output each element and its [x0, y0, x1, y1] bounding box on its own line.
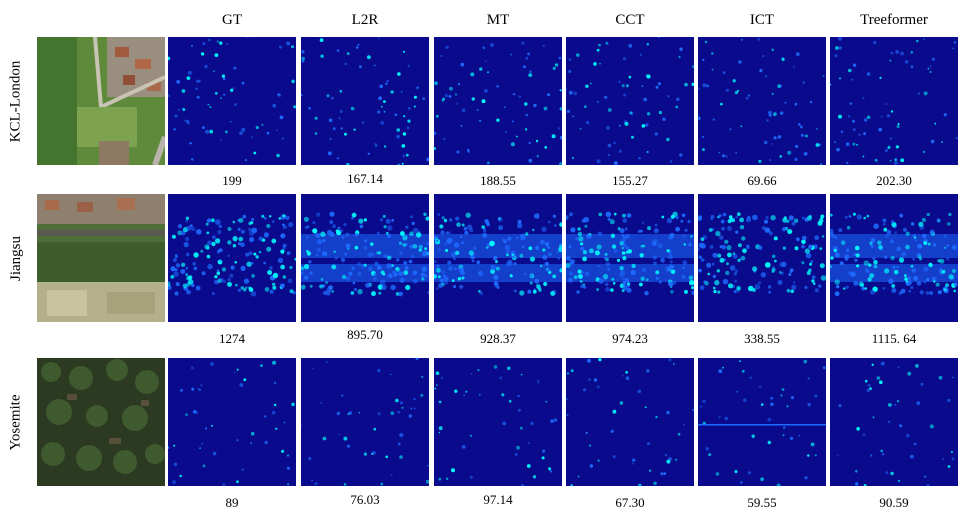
count-yosemite-l2r: 76.03 [350, 492, 380, 507]
density-map-yosemite-treeformer [830, 358, 958, 486]
satellite-image-yosemite [37, 358, 165, 486]
density-map-jiangsu-cct [566, 194, 694, 322]
row-label-yosemite: Yosemite [7, 394, 24, 450]
density-map-yosemite-cct [566, 358, 694, 486]
row-label-jiangsu: Jiangsu [7, 235, 24, 281]
density-map-yosemite-ict [698, 358, 826, 486]
count-jiangsu-ict: 338.55 [744, 331, 780, 346]
count-kcl-london-mt: 188.55 [480, 173, 516, 188]
satellite-image-kcl-london [37, 37, 165, 165]
column-header-l2r: L2R [351, 12, 379, 28]
density-map-kcl-london-gt [168, 37, 296, 165]
column-header-gt: GT [222, 12, 242, 28]
density-map-jiangsu-treeformer [830, 194, 958, 322]
density-map-kcl-london-mt [434, 37, 562, 165]
column-header-cct: CCT [615, 12, 645, 28]
density-map-jiangsu-gt [168, 194, 296, 322]
density-map-jiangsu-l2r [301, 194, 429, 322]
count-kcl-london-ict: 69.66 [747, 173, 777, 188]
count-jiangsu-cct: 974.23 [612, 331, 648, 346]
count-kcl-london-gt: 199 [222, 173, 242, 188]
count-jiangsu-treeformer: 1115. 64 [871, 331, 917, 346]
density-map-jiangsu-mt [434, 194, 562, 322]
count-yosemite-ict: 59.55 [747, 495, 777, 510]
density-map-kcl-london-treeformer [830, 37, 958, 165]
count-jiangsu-l2r: 895.70 [347, 327, 383, 342]
row-label-kcl-london: KCL-London [7, 60, 24, 142]
density-map-kcl-london-ict [698, 37, 826, 165]
count-kcl-london-treeformer: 202.30 [876, 173, 912, 188]
density-map-yosemite-l2r [301, 358, 429, 486]
count-yosemite-cct: 67.30 [615, 495, 645, 510]
count-yosemite-gt: 89 [225, 495, 239, 510]
column-header-ict: ICT [749, 12, 775, 28]
density-map-jiangsu-ict [698, 194, 826, 322]
density-map-kcl-london-l2r [301, 37, 429, 165]
count-jiangsu-mt: 928.37 [480, 331, 516, 346]
density-map-yosemite-mt [434, 358, 562, 486]
density-map-kcl-london-cct [566, 37, 694, 165]
count-kcl-london-l2r: 167.14 [347, 171, 383, 186]
count-kcl-london-cct: 155.27 [612, 173, 648, 188]
count-yosemite-treeformer: 90.59 [879, 495, 909, 510]
column-header-treeformer: Treeformer [860, 12, 928, 28]
column-header-mt: MT [486, 12, 510, 28]
satellite-image-jiangsu [37, 194, 165, 322]
density-map-yosemite-gt [168, 358, 296, 486]
count-yosemite-mt: 97.14 [483, 492, 513, 507]
count-jiangsu-gt: 1274 [219, 331, 245, 346]
